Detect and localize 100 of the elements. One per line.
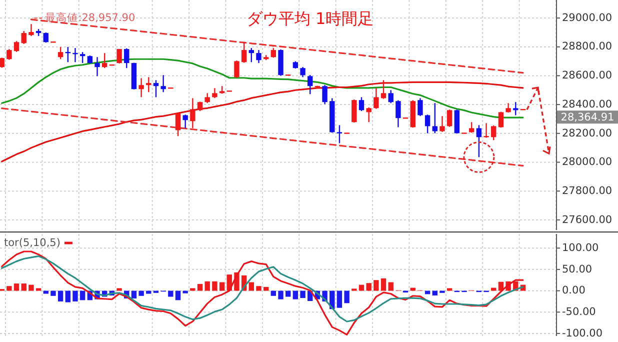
candlestick — [58, 46, 64, 60]
bar — [219, 282, 225, 291]
candlestick — [388, 90, 394, 104]
y-tick-label: 50.00 — [562, 263, 592, 276]
candlestick — [160, 74, 166, 93]
candlestick — [352, 98, 357, 124]
candlestick — [182, 114, 188, 129]
candlestick — [124, 48, 130, 69]
candlestick — [506, 102, 511, 114]
candlestick — [308, 74, 313, 95]
y-tick-label: 28000.00 — [562, 156, 612, 168]
bar — [263, 286, 269, 291]
line-series — [1, 107, 524, 166]
candlestick — [366, 106, 372, 123]
y-tick-label: 28600.00 — [562, 70, 612, 82]
candlestick — [0, 57, 4, 68]
candlestick — [256, 49, 262, 64]
candlestick — [424, 114, 430, 134]
bar — [80, 290, 86, 300]
bar — [212, 281, 218, 291]
y-tick-label: 27800.00 — [562, 184, 612, 197]
candlestick — [440, 115, 445, 133]
legend-label: tor(5,10,5) — [4, 236, 60, 249]
candlestick — [146, 76, 152, 93]
candlestick — [513, 101, 518, 116]
candlestick — [197, 101, 203, 112]
candlestick — [190, 98, 196, 129]
bar — [300, 290, 306, 298]
candlestick — [138, 78, 144, 98]
candlestick — [476, 124, 482, 158]
bar — [116, 288, 122, 291]
candlestick — [468, 122, 474, 134]
bar — [21, 284, 26, 291]
candlestick — [374, 88, 379, 110]
candlestick — [336, 124, 342, 144]
candlestick — [21, 30, 26, 45]
annotation: 最高値:28,957.90 — [45, 10, 136, 24]
bar — [14, 284, 20, 291]
candlestick — [498, 111, 504, 128]
bar — [380, 278, 386, 291]
candlestick — [80, 51, 86, 64]
bar — [344, 290, 350, 304]
bar — [366, 283, 372, 291]
bar — [278, 290, 284, 300]
candlestick — [446, 108, 452, 128]
candlestick — [153, 80, 159, 98]
bar — [292, 290, 298, 300]
y-tick-label: 0.00 — [562, 284, 586, 297]
candlestick — [175, 112, 181, 137]
bar — [446, 288, 452, 291]
y-tick-label: 28400.00 — [562, 98, 612, 110]
bar — [50, 290, 56, 296]
candlestick — [300, 66, 306, 78]
bar — [36, 288, 42, 291]
line-series — [1, 250, 524, 336]
bar — [72, 290, 78, 302]
y-tick-label: 100.00 — [562, 242, 599, 254]
bar — [175, 290, 181, 300]
candlestick — [358, 96, 364, 112]
bar — [138, 290, 144, 296]
candlestick — [212, 88, 218, 99]
bar — [58, 290, 64, 302]
candlestick — [94, 56, 100, 77]
candlestick — [380, 80, 386, 100]
bar — [204, 281, 210, 291]
bar — [256, 286, 262, 291]
candlestick — [322, 84, 328, 105]
bar — [6, 286, 12, 291]
bar — [65, 290, 70, 302]
y-tick-label: 28200.00 — [562, 127, 612, 140]
text: ダウ平均 1時間足 — [246, 9, 374, 28]
bar — [388, 282, 394, 291]
candlestick — [248, 47, 254, 63]
bar — [182, 290, 188, 294]
bar — [197, 284, 203, 291]
y-tick-label: 27600.00 — [562, 214, 612, 226]
y-tick-label: 29000.00 — [562, 12, 612, 24]
y-tick-label: 28800.00 — [562, 40, 612, 53]
line-series — [1, 255, 524, 322]
bar — [190, 288, 196, 291]
bar — [374, 280, 379, 291]
candlestick — [491, 124, 496, 141]
candlestick — [102, 52, 108, 69]
bar — [28, 284, 34, 291]
candlestick — [234, 60, 240, 78]
bar — [168, 290, 174, 297]
bar — [432, 290, 438, 296]
candlestick — [28, 23, 34, 37]
bar — [336, 290, 342, 308]
candlestick — [454, 108, 460, 134]
line-series — [1, 81, 524, 162]
candlestick — [241, 42, 247, 64]
bar — [491, 288, 496, 291]
y-tick-label: -50.00 — [562, 306, 596, 318]
bar — [248, 282, 254, 291]
candlestick — [14, 40, 20, 53]
text: 28,364.91 — [560, 111, 614, 124]
candlestick — [6, 48, 12, 60]
bar — [234, 272, 240, 291]
candlestick — [432, 102, 438, 134]
